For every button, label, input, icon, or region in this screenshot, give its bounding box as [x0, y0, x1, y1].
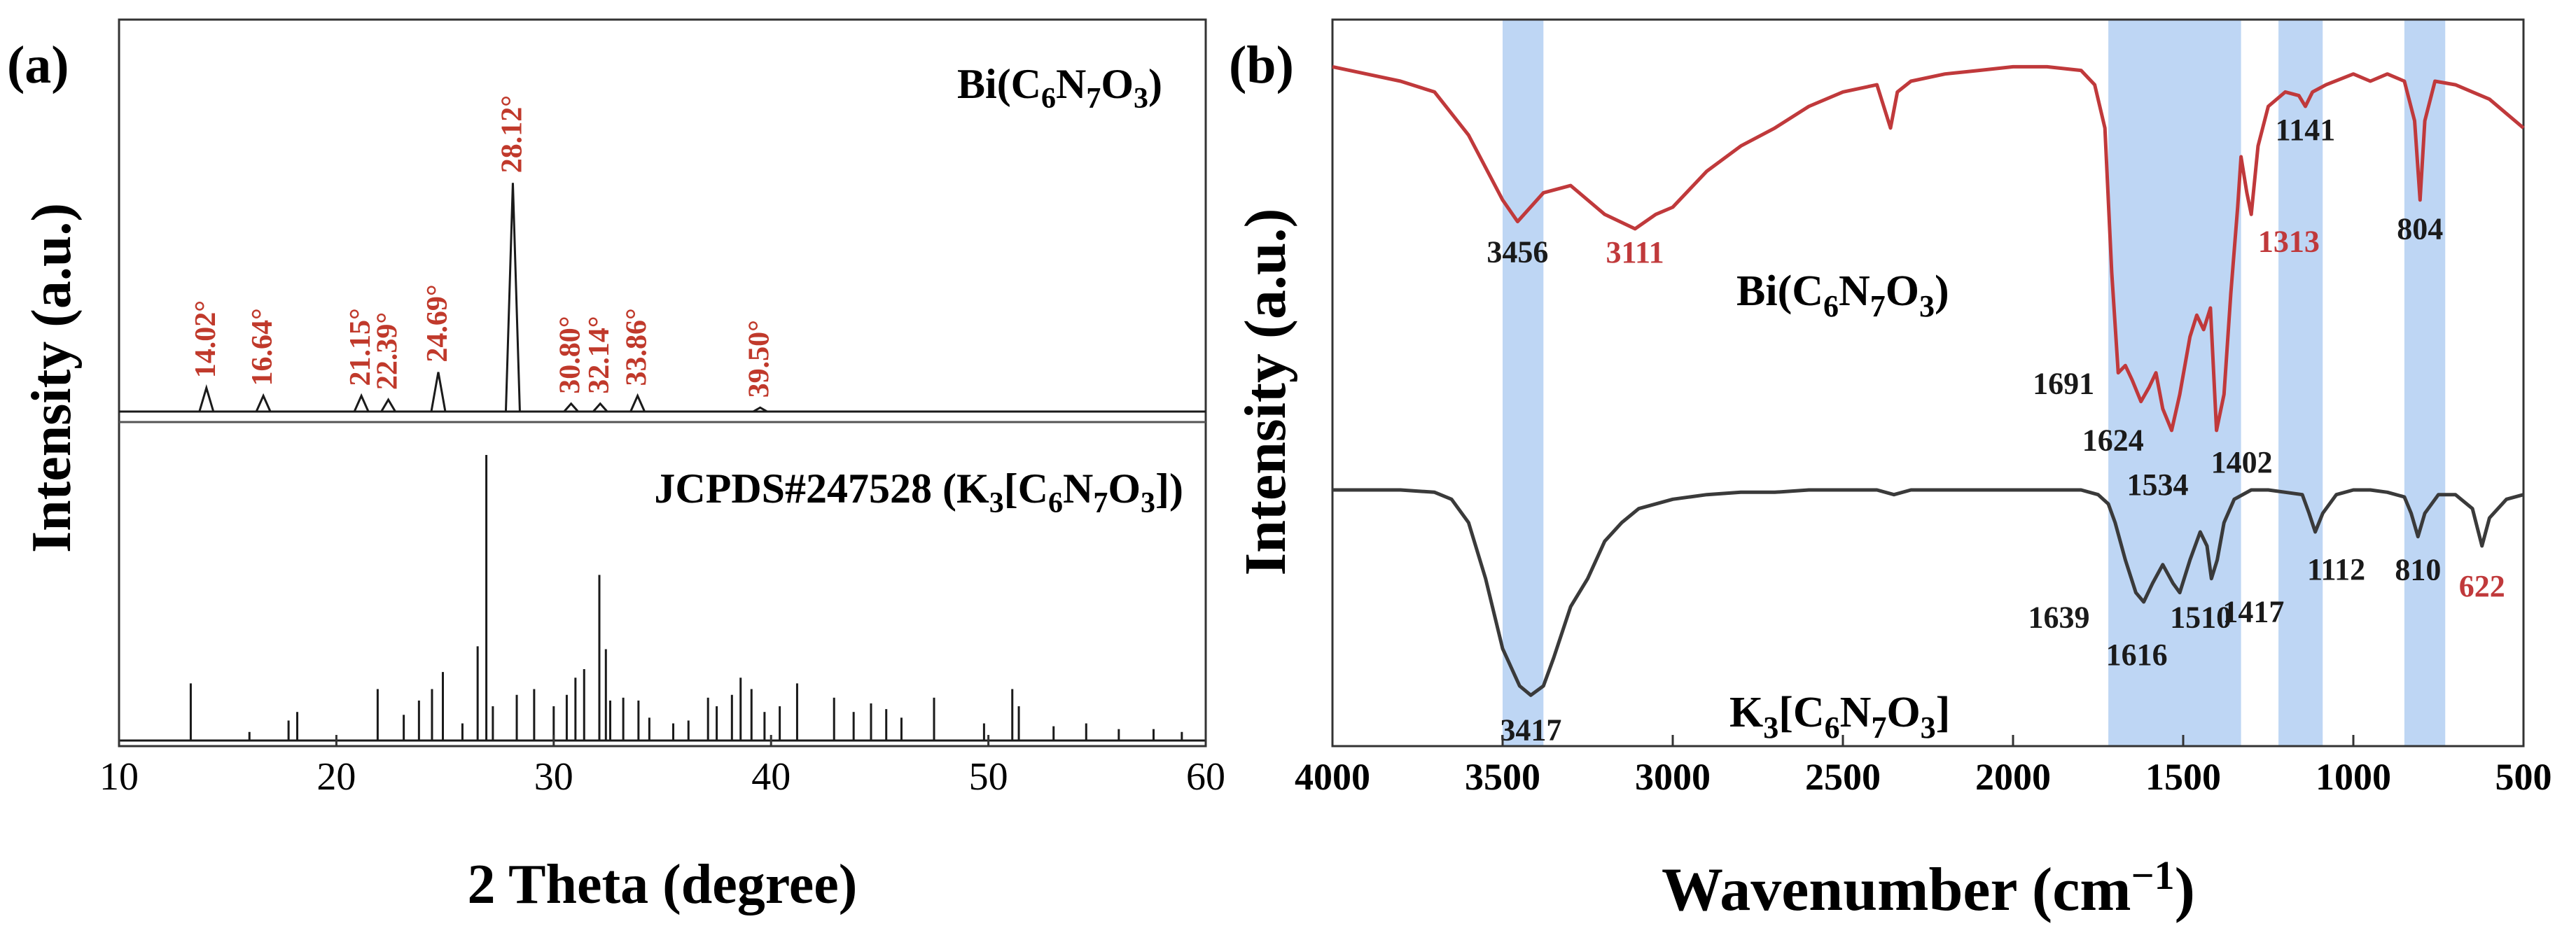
panel-a-top-peak — [353, 393, 370, 412]
panel-a-top-peak — [255, 393, 272, 412]
panel-b-peak-annotation: 3111 — [1606, 235, 1664, 269]
panel-b-series-line-1 — [1332, 488, 2524, 697]
panel-a-top-peak — [563, 402, 579, 412]
panel-a-peak-label: 24.69° — [422, 284, 454, 362]
panel-a-x-ticks: 10 20 30 40 50 60 — [99, 735, 1225, 799]
panel-b-highlight-bands — [1503, 20, 2446, 746]
panel-b-label: (b) — [1229, 36, 1294, 94]
panel-a-x-tick-label: 20 — [316, 755, 356, 799]
panel-a-top-series-label: Bi(C6N7O3) — [957, 61, 1162, 115]
panel-a-top-peak — [629, 393, 646, 412]
panel-a-x-tick-label: 30 — [534, 755, 573, 799]
panel-b-peak-annotation: 1417 — [2222, 595, 2284, 629]
panel-b-peak-annotation: 1510 — [2170, 601, 2232, 635]
panel-b-x-axis-label: Wavenumber (cm−1) — [1662, 853, 2195, 924]
panel-a-top-peak — [592, 402, 608, 412]
panel-b-peak-annotation: 1616 — [2106, 638, 2168, 672]
panel-b-peak-annotation: 1112 — [2307, 552, 2365, 587]
panel-b-peak-annotation: 3456 — [1487, 235, 1548, 269]
panel-b-series-line-0 — [1332, 64, 2525, 433]
panel-a-top-peak — [504, 183, 521, 412]
panel-b-x-tick-label: 1500 — [2145, 756, 2221, 798]
panel-b-plot-frame — [1331, 18, 2525, 748]
panel-b-peak-annotation: 3417 — [1500, 713, 1561, 747]
panel-a-top-peak — [752, 406, 768, 413]
panel-a-top-peak — [430, 372, 447, 412]
panel-b-highlight-band — [1503, 20, 1544, 746]
panel-a-peak-label: 33.86° — [621, 308, 653, 386]
panel-b-x-tick-label: 4000 — [1295, 756, 1370, 798]
panel-b-peak-annotation: 1624 — [2082, 423, 2144, 458]
panel-b-peak-annotation: 1402 — [2211, 445, 2273, 479]
panel-b-x-tick-label: 2000 — [1975, 756, 2051, 798]
panel-a-plot-frame — [118, 18, 1207, 748]
panel-a-peak-label: 14.02° — [190, 300, 222, 378]
panel-a-bottom-series-label: JCPDS#247528 (K3[C6N7O3]) — [654, 465, 1183, 519]
panel-a-top-peak — [380, 398, 396, 412]
panel-a-x-tick-label: 10 — [99, 755, 139, 799]
panel-b-peak-annotation: 1534 — [2126, 468, 2188, 502]
panel-b-highlight-band — [2108, 20, 2241, 746]
panel-a-peak-label: 16.64° — [246, 308, 279, 386]
panel-a-xrd-chart: (a) 14.02° 16.64° 21.15°22.39° 24.69° 28.12°… — [7, 18, 1225, 916]
panel-b-x-tick-label: 500 — [2495, 756, 2552, 798]
panel-a-peak-label: 22.39° — [372, 312, 404, 390]
panel-a-top-peak — [198, 384, 215, 412]
panel-b-bottom-series-label: K3[C6N7O3] — [1729, 689, 1950, 745]
panel-a-peak-label: 28.12° — [496, 95, 528, 173]
panel-a-label: (a) — [7, 36, 69, 94]
panel-b-peak-annotation: 1313 — [2258, 224, 2320, 258]
panel-b-peak-annotation: 1639 — [2028, 601, 2089, 635]
panel-b-ftir-chart: (b) 3456 31111691162415341402131311418043… — [1229, 18, 2552, 924]
panel-b-x-tick-label: 1000 — [2316, 756, 2391, 798]
panel-b-peak-annotation: 810 — [2395, 553, 2441, 587]
panel-a-x-tick-label: 50 — [969, 755, 1008, 799]
panel-a-x-tick-label: 60 — [1186, 755, 1225, 799]
panel-a-peak-label: 32.14° — [583, 316, 615, 393]
panel-b-x-tick-label: 2500 — [1805, 756, 1881, 798]
panel-a-y-axis-label: Intensity (a.u.) — [21, 203, 83, 553]
panel-b-peak-annotation: 804 — [2397, 212, 2443, 246]
panel-b-peak-annotation: 1691 — [2033, 367, 2094, 401]
panel-b-y-axis-label: Intensity (a.u.) — [1233, 208, 1298, 575]
panel-a-peak-label: 21.15° — [344, 308, 377, 386]
panel-a-x-tick-label: 40 — [751, 755, 791, 799]
panel-a-peak-label: 30.80° — [555, 316, 587, 393]
panel-b-x-tick-label: 3000 — [1635, 756, 1711, 798]
panel-b-x-tick-label: 3500 — [1465, 756, 1540, 798]
panel-b-series-group — [1332, 64, 2525, 697]
panel-a-x-axis-label: 2 Theta (degree) — [468, 854, 858, 916]
panel-b-peak-annotations: 3456 3111 1691 1624 1534 1402 1313 1141 804 3417 1… — [1487, 113, 2505, 747]
panel-a-peak-label: 39.50° — [744, 320, 776, 398]
panel-b-x-ticks: 4000 3500 3000 2500 2000 1500 1000 500 — [1295, 735, 2552, 798]
panel-b-top-series-label: Bi(C6N7O3) — [1736, 267, 1949, 323]
panel-b-peak-annotation: 1141 — [2276, 113, 2336, 147]
panel-a-series-group — [119, 183, 1206, 742]
panel-b-highlight-band — [2278, 20, 2323, 746]
panel-b-peak-annotation: 622 — [2459, 569, 2505, 603]
panel-a-peak-label-group: 14.02° 16.64° 21.15°22.39° 24.69° 28.12° 30.8… — [190, 95, 776, 398]
